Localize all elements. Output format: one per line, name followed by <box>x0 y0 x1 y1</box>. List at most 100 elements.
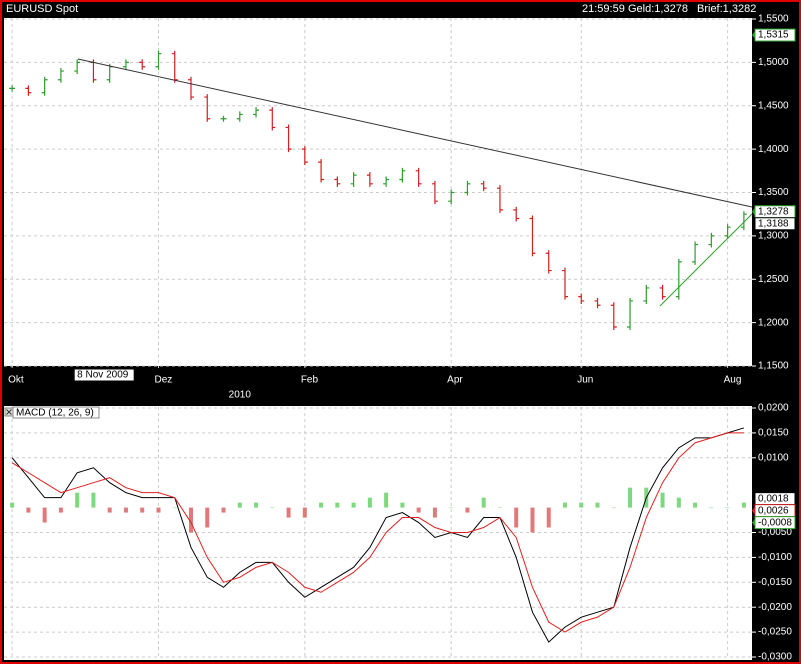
cursor-label: 8 Nov 2009 <box>77 370 129 381</box>
histogram-bar <box>205 507 210 528</box>
year-label: 2010 <box>229 390 252 401</box>
price-bar <box>529 215 536 257</box>
y-tick-label: -0,0250 <box>758 627 792 638</box>
trend-line <box>77 58 753 208</box>
y-tick-label: -0,0100 <box>758 552 792 563</box>
y-tick-label: 0,0100 <box>758 452 789 463</box>
y-tick-label: -0,0300 <box>758 652 792 663</box>
price-bar <box>431 180 438 205</box>
x-tick-label: Jun <box>577 375 593 386</box>
y-tick-label: 1,2000 <box>758 317 789 328</box>
price-bar <box>155 50 162 70</box>
price-bar <box>220 115 227 122</box>
price-bar <box>269 107 276 131</box>
histogram-bar <box>172 507 177 509</box>
y-tick-label: 1,5000 <box>758 57 789 68</box>
price-bar <box>496 185 503 213</box>
histogram-bar <box>400 502 405 508</box>
value-marker-label: 1,3188 <box>758 218 789 229</box>
histogram-bar <box>660 492 665 508</box>
price-bar <box>74 59 81 75</box>
histogram-bar <box>237 502 242 508</box>
x-tick-label: Dez <box>154 375 172 386</box>
y-tick-label: 1,1500 <box>758 361 789 372</box>
histogram-bar <box>449 507 454 509</box>
histogram-bar <box>351 502 356 508</box>
price-bar <box>334 176 341 187</box>
histogram-bar <box>286 507 291 518</box>
histogram-bar <box>693 502 698 508</box>
price-bar <box>9 85 16 92</box>
histogram-bar <box>58 507 63 513</box>
indicator-label-box <box>12 406 100 419</box>
x-tick-label: Feb <box>301 375 319 386</box>
histogram-bar <box>254 502 259 508</box>
histogram-bar <box>579 502 584 508</box>
histogram-bar <box>189 507 193 533</box>
price-bar <box>366 172 373 187</box>
histogram-bar <box>432 507 437 518</box>
price-bar <box>724 224 731 239</box>
y-tick-label: 1,4500 <box>758 100 789 111</box>
histogram-bar <box>10 502 15 508</box>
histogram-bar <box>725 507 730 509</box>
price-bar <box>383 176 390 187</box>
value-marker-arrow <box>752 494 755 503</box>
histogram-bar <box>741 502 746 508</box>
symbol: EURUSD Spot <box>6 3 78 15</box>
price-bar <box>318 159 325 183</box>
price-bar <box>139 59 146 70</box>
macd-line <box>11 432 744 633</box>
price-bar <box>171 50 178 83</box>
histogram-bar <box>367 497 372 508</box>
histogram-bar <box>335 502 340 508</box>
histogram-bar <box>270 507 275 509</box>
trend-line <box>659 213 753 307</box>
value-marker-label: 1,3278 <box>758 206 789 217</box>
price-bar <box>610 302 617 330</box>
price-bar <box>41 76 48 96</box>
y-tick-label: 0,0200 <box>758 403 789 414</box>
price-bar <box>708 232 715 248</box>
value-marker-label: -0,0008 <box>758 517 792 528</box>
histogram-bar <box>481 497 486 508</box>
y-tick-label: 1,2500 <box>758 274 789 285</box>
close-icon-glyph <box>6 409 12 415</box>
price-bar <box>594 297 601 309</box>
x-tick-label: Aug <box>724 375 742 386</box>
y-tick-label: -0,0050 <box>758 527 792 538</box>
histogram-bar <box>546 507 551 528</box>
y-tick-label: 1,5500 <box>758 14 789 25</box>
value-marker-label: 0,0026 <box>758 505 789 516</box>
histogram-bar <box>709 507 714 509</box>
histogram-bar <box>416 507 421 513</box>
price-bar <box>692 241 699 265</box>
ask: Brief:1,3282 <box>697 3 756 15</box>
y-tick-label: 1,3500 <box>758 187 789 198</box>
price-bar <box>122 59 129 70</box>
price-bar <box>627 297 634 330</box>
histogram-bar <box>140 507 145 513</box>
value-marker-arrow <box>752 31 755 40</box>
histogram-bar <box>42 507 47 523</box>
price-bar <box>740 211 747 231</box>
histogram-bar <box>530 507 535 533</box>
y-tick-label: 1,4000 <box>758 144 789 155</box>
histogram-bar <box>319 502 324 508</box>
price-bar <box>253 107 260 118</box>
price-bar <box>204 94 211 122</box>
y-tick-label: 0,0150 <box>758 428 789 439</box>
histogram-bar <box>595 502 600 508</box>
price-bar <box>399 167 406 183</box>
histogram-bar <box>302 507 307 518</box>
histogram-bar <box>26 507 31 513</box>
histogram-bar <box>221 507 226 513</box>
histogram-bar <box>563 502 567 508</box>
time: 21:59:59 <box>582 3 625 15</box>
price-bar <box>285 124 292 153</box>
value-marker-label: 0,0018 <box>758 493 789 504</box>
histogram-bar <box>91 492 96 508</box>
price-bar <box>513 206 520 222</box>
